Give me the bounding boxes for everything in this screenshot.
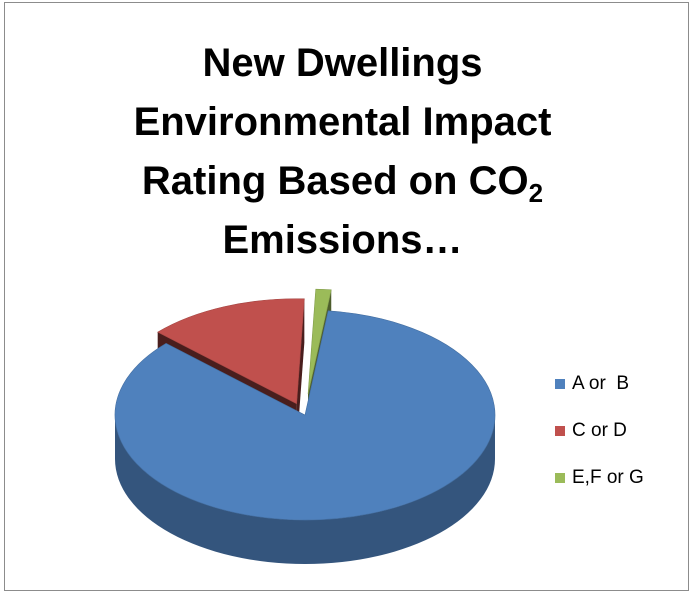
legend: A or B C or D E,F or G — [555, 372, 644, 513]
pie-slice-wall-c-or-d-1 — [296, 298, 305, 448]
pie-slice-rim-a-or-b-0 — [115, 415, 495, 564]
pie-slice-a-or-b — [114, 310, 496, 564]
title-line-1: New Dwellings — [202, 41, 483, 85]
legend-label-c-or-d: C or D — [572, 420, 627, 441]
title-line-2: Environmental Impact — [133, 100, 552, 144]
legend-swatch-efg — [555, 473, 565, 483]
legend-item-a-or-b: A or B — [555, 372, 644, 396]
title-line-4: Emissions… — [222, 218, 463, 262]
legend-swatch-c-or-d — [555, 426, 565, 436]
pie-slice-top-a-or-b — [114, 310, 496, 521]
pie-slice-top-e-f-or-g — [307, 288, 332, 395]
legend-item-c-or-d: C or D — [555, 419, 644, 443]
title-line-3-main: Rating Based on CO — [141, 159, 529, 203]
title-line-3-subscript: 2 — [528, 178, 544, 208]
legend-swatch-a-or-b — [555, 379, 565, 389]
legend-item-efg: E,F or G — [555, 466, 644, 490]
legend-label-a-or-b: A or B — [572, 373, 630, 394]
legend-label-efg: E,F or G — [572, 467, 644, 488]
title-line-3: Rating Based on CO2 — [90, 152, 595, 211]
pie-slice-top-c-or-d — [157, 298, 305, 405]
chart-title: New Dwellings Environmental Impact Ratin… — [90, 34, 595, 270]
